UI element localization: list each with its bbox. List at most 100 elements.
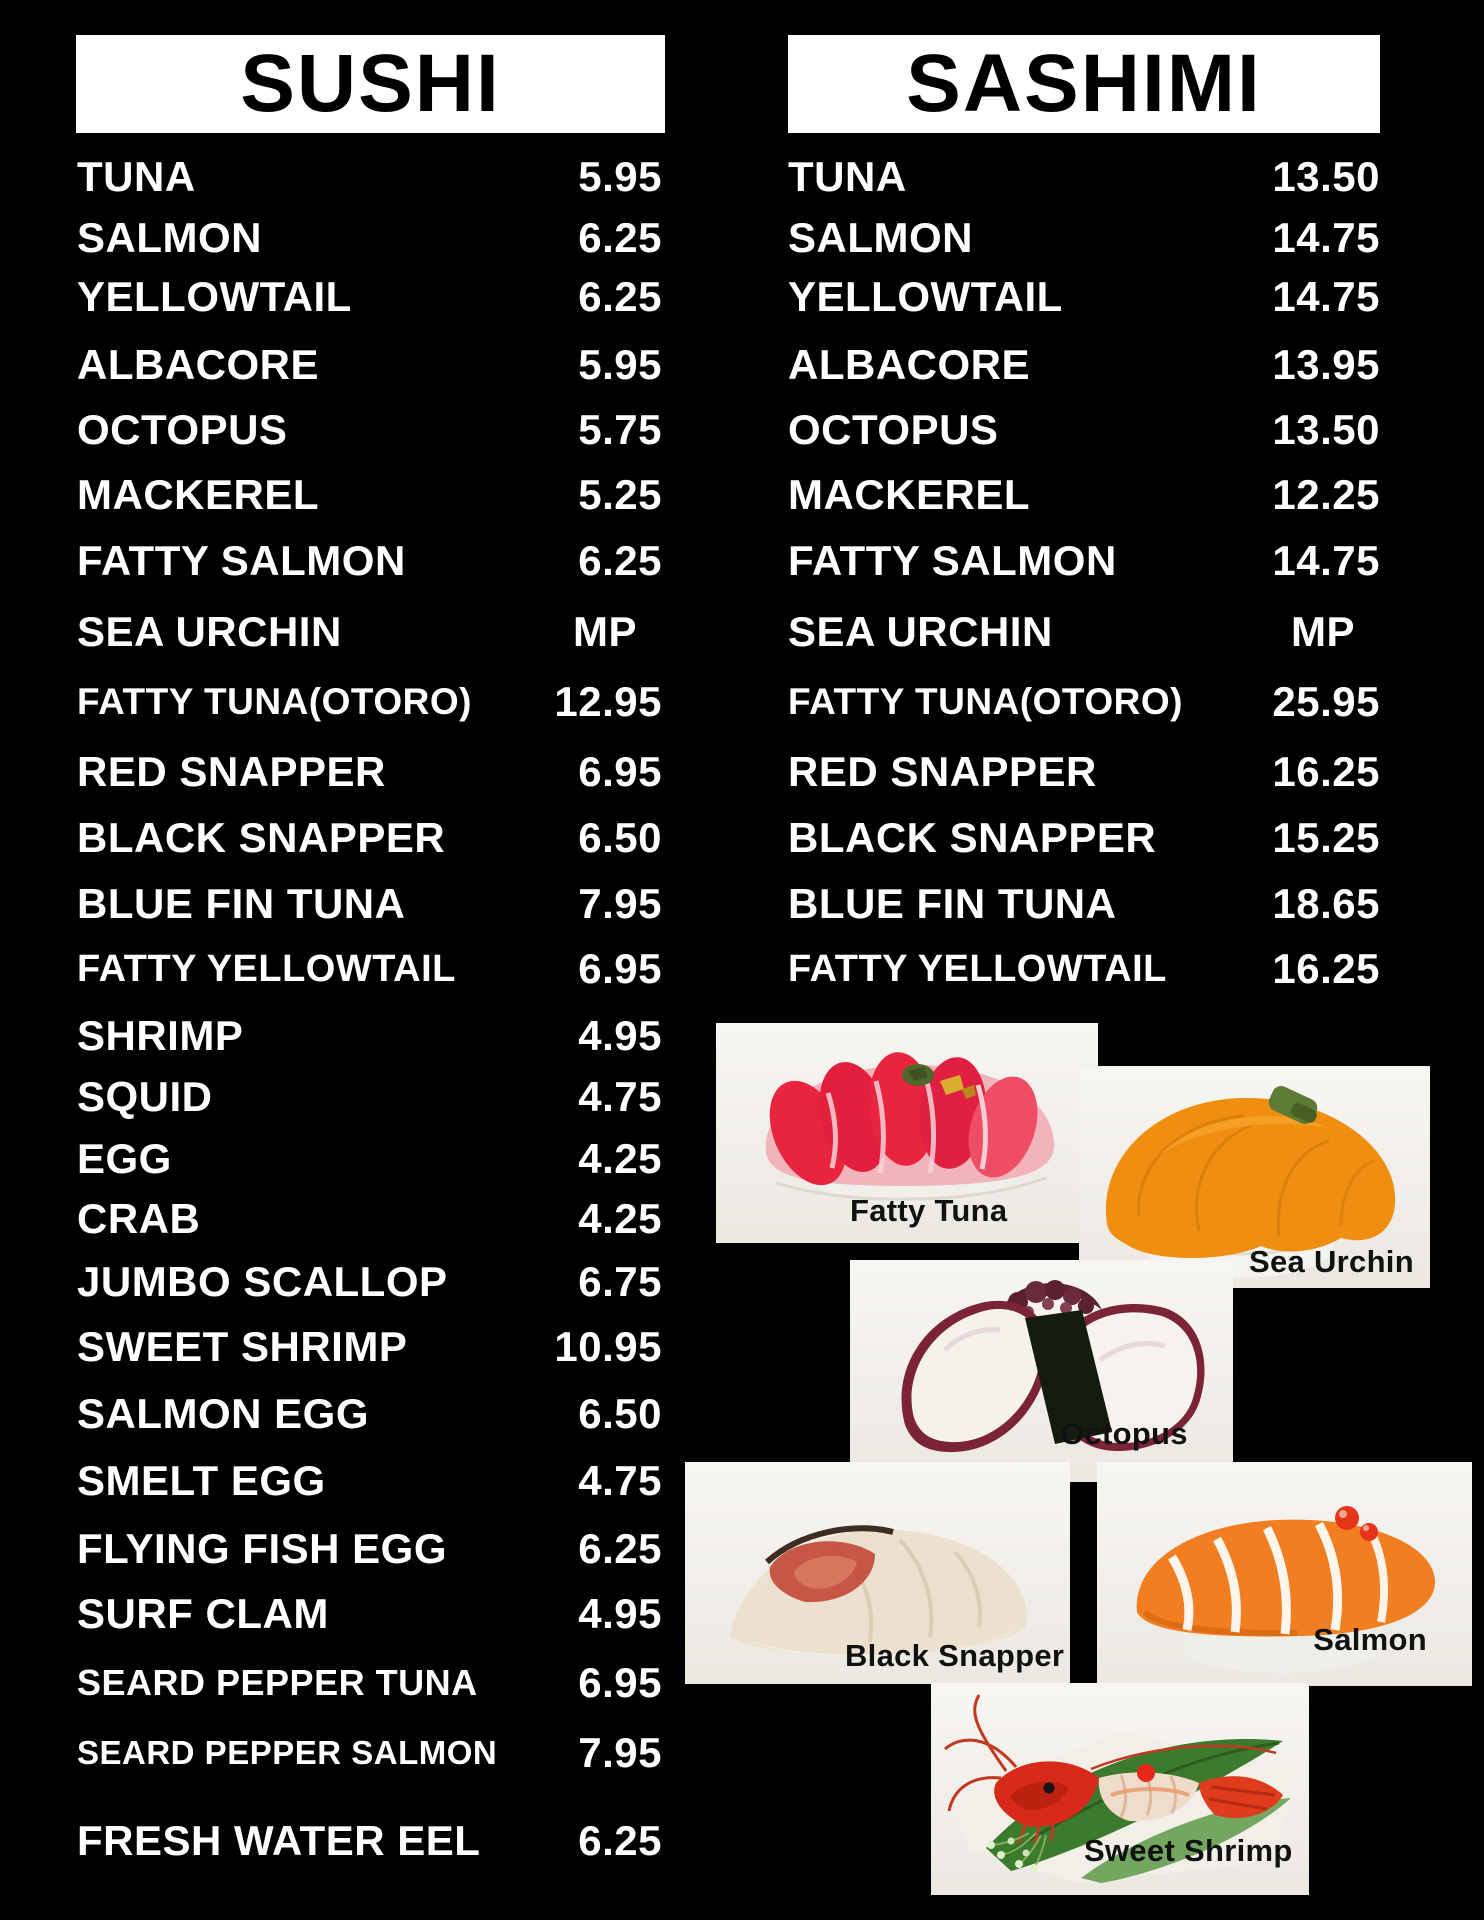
item-name: SHRIMP	[77, 1012, 244, 1059]
octopus-photo: Octopus	[850, 1260, 1233, 1482]
menu-row: BLACK SNAPPER 6.50	[77, 810, 662, 866]
item-price: 4.95	[578, 1590, 662, 1637]
item-name: RED SNAPPER	[77, 748, 386, 795]
item-name: TUNA	[77, 153, 196, 200]
item-name: SMELT EGG	[77, 1457, 326, 1504]
menu-row: FATTY TUNA(OTORO) 25.95	[788, 674, 1380, 730]
menu-row: SALMON 14.75	[788, 210, 1380, 266]
item-price: 14.75	[1272, 273, 1380, 320]
sweet-shrimp-photo: Sweet Shrimp	[931, 1683, 1309, 1895]
item-name: SQUID	[77, 1073, 213, 1120]
item-price: 4.75	[578, 1457, 662, 1504]
sushi-section-title: SUSHI	[240, 38, 501, 129]
sweet-shrimp-sashimi-image	[944, 1694, 1299, 1883]
menu-row: YELLOWTAIL 14.75	[788, 269, 1380, 325]
item-price: 4.25	[578, 1135, 662, 1182]
item-price: 5.25	[578, 471, 662, 518]
menu-row: TUNA 5.95	[77, 149, 662, 205]
menu-row: FATTY YELLOWTAIL 16.25	[788, 941, 1380, 997]
sashimi-section-title: SASHIMI	[906, 38, 1262, 129]
fatty-tuna-photo: Fatty Tuna	[716, 1023, 1098, 1243]
item-name: OCTOPUS	[788, 406, 999, 453]
menu-row: BLUE FIN TUNA 7.95	[77, 876, 662, 932]
item-price: 4.95	[578, 1012, 662, 1059]
item-price: 15.25	[1272, 814, 1380, 861]
item-name: YELLOWTAIL	[77, 273, 352, 320]
photo-caption: Salmon	[1313, 1622, 1427, 1657]
menu-row: JUMBO SCALLOP 6.75	[77, 1254, 662, 1310]
menu-row: SHRIMP 4.95	[77, 1008, 662, 1064]
item-name: SWEET SHRIMP	[77, 1323, 408, 1370]
item-price: 16.25	[1272, 748, 1380, 795]
item-name: SALMON	[77, 214, 262, 261]
item-price: MP	[1291, 608, 1355, 655]
menu-row: BLUE FIN TUNA 18.65	[788, 876, 1380, 932]
menu-row: SWEET SHRIMP 10.95	[77, 1319, 662, 1375]
menu-row: OCTOPUS 13.50	[788, 402, 1380, 458]
item-price: 6.25	[578, 1525, 662, 1572]
item-name: FATTY YELLOWTAIL	[788, 947, 1167, 990]
item-price: 14.75	[1272, 537, 1380, 584]
item-price: 6.95	[578, 748, 662, 795]
item-price: 14.75	[1272, 214, 1380, 261]
item-price: 10.95	[554, 1323, 662, 1370]
menu-row: SEA URCHIN MP	[77, 604, 662, 660]
item-price: 6.50	[578, 814, 662, 861]
menu-row: MACKEREL 5.25	[77, 467, 662, 523]
sea-urchin-nigiri-image	[1105, 1086, 1396, 1278]
item-name: EGG	[77, 1135, 172, 1182]
sashimi-price-list: TUNA 13.50 SALMON 14.75 YELLOWTAIL 14.75 AL…	[788, 0, 1380, 1920]
photo-caption: Sea Urchin	[1249, 1244, 1414, 1279]
menu-row: SALMON 6.25	[77, 210, 662, 266]
menu-row: FATTY YELLOWTAIL 6.95	[77, 941, 662, 997]
item-price: 6.25	[578, 1817, 662, 1864]
item-name: RED SNAPPER	[788, 748, 1097, 795]
menu-row: SEARD PEPPER TUNA 6.95	[77, 1655, 662, 1711]
item-name: SEARD PEPPER TUNA	[77, 1662, 478, 1703]
item-price: 6.25	[578, 214, 662, 261]
item-name: BLACK SNAPPER	[77, 814, 446, 861]
item-price: 12.25	[1272, 471, 1380, 518]
item-name: FLYING FISH EGG	[77, 1525, 447, 1572]
menu-row: FRESH WATER EEL 6.25	[77, 1813, 662, 1869]
menu-row: ALBACORE 5.95	[77, 337, 662, 393]
menu-row: ALBACORE 13.95	[788, 337, 1380, 393]
item-price: 5.95	[578, 341, 662, 388]
menu-row: FATTY TUNA(OTORO) 12.95	[77, 674, 662, 730]
item-price: 16.25	[1272, 945, 1380, 992]
photo-caption: Black Snapper	[845, 1638, 1065, 1673]
item-name: SALMON EGG	[77, 1390, 370, 1437]
item-price: 18.65	[1272, 880, 1380, 927]
menu-row: SEA URCHIN MP	[788, 604, 1380, 660]
item-price: 4.25	[578, 1195, 662, 1242]
item-name: SEA URCHIN	[77, 608, 342, 655]
item-name: SEARD PEPPER SALMON	[77, 1734, 498, 1771]
item-name: MACKEREL	[77, 471, 319, 518]
item-price: 25.95	[1272, 678, 1380, 725]
item-price: 5.95	[578, 153, 662, 200]
item-price: 6.95	[578, 945, 662, 992]
item-price: 13.50	[1272, 153, 1380, 200]
menu-row: CRAB 4.25	[77, 1191, 662, 1247]
menu-row: YELLOWTAIL 6.25	[77, 269, 662, 325]
octopus-nigiri-image	[901, 1280, 1205, 1453]
item-name: BLACK SNAPPER	[788, 814, 1157, 861]
salmon-nigiri-image	[1136, 1506, 1436, 1673]
item-name: BLUE FIN TUNA	[788, 880, 1117, 927]
item-price: 7.95	[578, 880, 662, 927]
item-name: FRESH WATER EEL	[77, 1817, 481, 1864]
item-name: SEA URCHIN	[788, 608, 1053, 655]
menu-row: BLACK SNAPPER 15.25	[788, 810, 1380, 866]
item-name: SURF CLAM	[77, 1590, 329, 1637]
menu-row: SQUID 4.75	[77, 1069, 662, 1125]
item-name: ALBACORE	[788, 341, 1030, 388]
menu-row: MACKEREL 12.25	[788, 467, 1380, 523]
item-price: 13.50	[1272, 406, 1380, 453]
item-price: 6.95	[578, 1659, 662, 1706]
black-snapper-photo: Black Snapper	[685, 1462, 1070, 1684]
item-price: 4.75	[578, 1073, 662, 1120]
menu-row: OCTOPUS 5.75	[77, 402, 662, 458]
salmon-photo: Salmon	[1097, 1462, 1472, 1686]
item-name: FATTY TUNA(OTORO)	[77, 681, 472, 722]
